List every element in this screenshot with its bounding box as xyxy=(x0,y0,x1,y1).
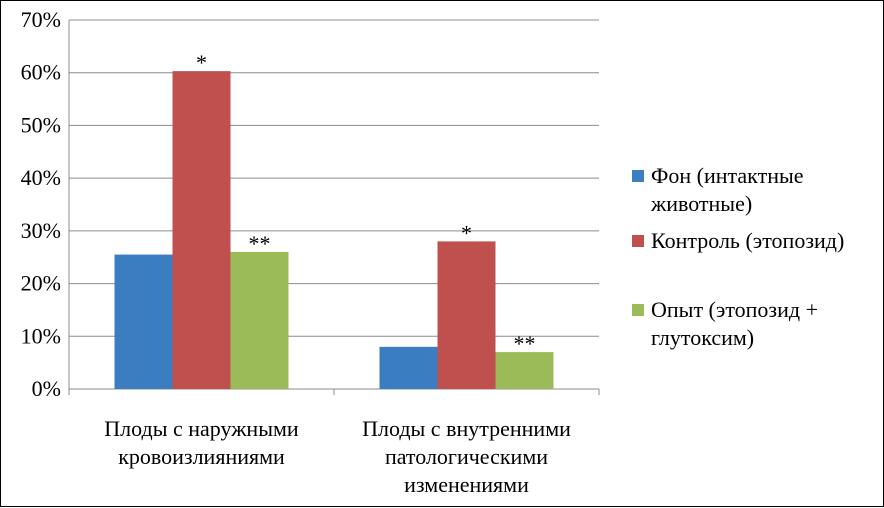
category-label: Плоды с внутренними xyxy=(362,416,571,441)
bar xyxy=(230,251,289,389)
y-tick-label: 40% xyxy=(21,165,61,190)
significance-marker: ** xyxy=(514,331,536,356)
y-tick-label: 30% xyxy=(21,218,61,243)
y-tick-label: 20% xyxy=(21,271,61,296)
significance-marker: * xyxy=(196,50,207,75)
legend-label: Опыт (этопозид + xyxy=(651,297,818,322)
bar xyxy=(172,71,231,389)
y-tick-label: 10% xyxy=(21,323,61,348)
bar xyxy=(495,352,554,389)
y-tick-label: 70% xyxy=(21,7,61,32)
category-label: Плоды с наружными xyxy=(104,416,299,441)
y-tick-label: 50% xyxy=(21,112,61,137)
legend-label: Фон (интактные xyxy=(651,163,804,188)
y-tick-label: 0% xyxy=(32,376,61,401)
category-label: кровоизлияниями xyxy=(118,444,285,469)
legend-swatch xyxy=(632,235,644,247)
y-tick-label: 60% xyxy=(21,60,61,85)
bar xyxy=(114,254,173,389)
legend-label: глутоксим) xyxy=(651,325,754,350)
legend-swatch xyxy=(632,170,644,182)
category-label: патологическими xyxy=(385,444,548,469)
bar xyxy=(437,241,496,389)
significance-marker: ** xyxy=(249,231,271,256)
bar xyxy=(379,346,438,389)
category-label: изменениями xyxy=(404,472,529,497)
significance-marker: * xyxy=(461,220,472,245)
legend-label: Контроль (этопозид) xyxy=(651,228,844,253)
legend-label: животные) xyxy=(650,191,752,216)
legend-swatch xyxy=(632,304,644,316)
